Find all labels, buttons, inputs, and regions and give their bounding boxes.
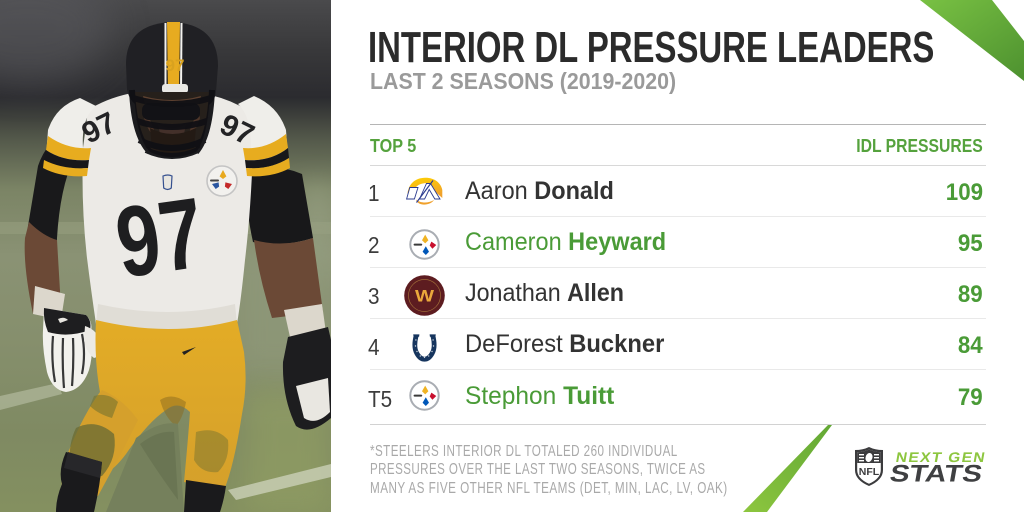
svg-text:97: 97 (109, 177, 210, 300)
svg-text:97: 97 (166, 56, 185, 75)
svg-text:NEXT GEN: NEXT GEN (895, 449, 988, 465)
svg-text:STATS: STATS (888, 461, 985, 488)
svg-text:NFL: NFL (859, 466, 880, 478)
svg-text:W: W (415, 287, 435, 306)
